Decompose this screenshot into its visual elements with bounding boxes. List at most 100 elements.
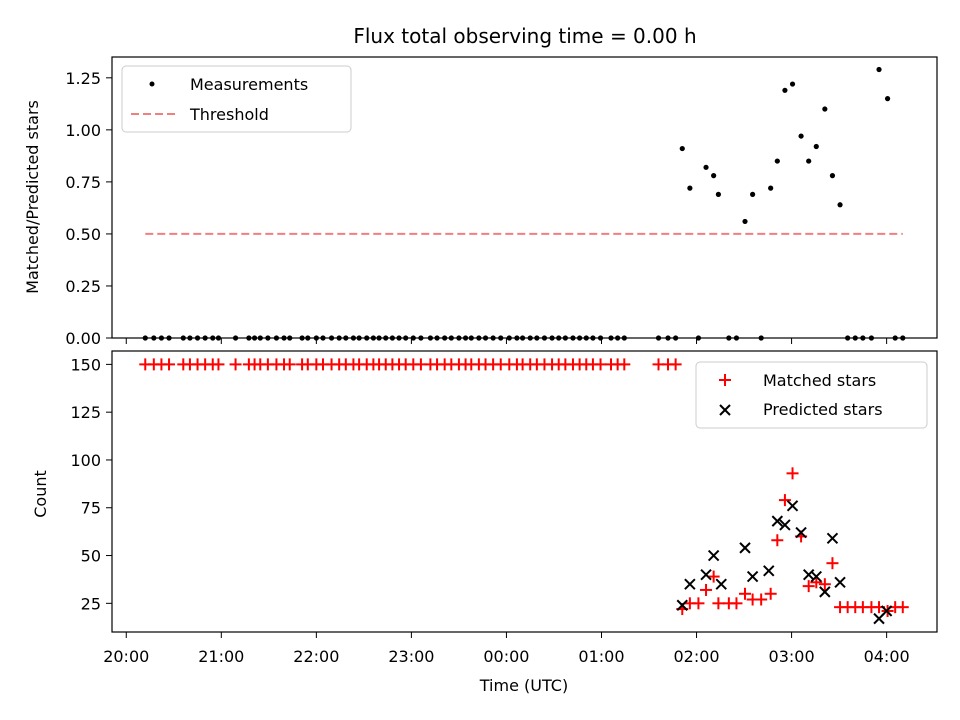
- predicted-star-point: [707, 549, 720, 562]
- predicted-star-point: [779, 519, 791, 531]
- measurement-point: [687, 185, 693, 191]
- bottom-panel: 25 50 75 100 125 150 20:00 21:00 22:00 23:00 00:0…: [31, 350, 938, 695]
- legend-predicted-label: Predicted stars: [763, 400, 883, 419]
- measurement-point: [715, 191, 721, 197]
- x-tick-label: 02:00: [673, 647, 719, 666]
- measurement-point: [884, 96, 891, 102]
- matched-star-point: [700, 583, 713, 596]
- bottom-legend-box: [695, 361, 928, 429]
- bottom-y-tick-label: 75: [81, 499, 101, 518]
- measurement-point: [806, 158, 812, 164]
- chart-title: Flux total observing time = 0.00 h: [353, 24, 696, 48]
- top-y-tick-label: 0.00: [65, 329, 101, 348]
- matched-star-point: [771, 534, 784, 547]
- matched-star-point: [755, 593, 768, 606]
- x-tick-label: 00:00: [483, 647, 529, 666]
- top-legend-box: [121, 65, 352, 133]
- x-tick-label: 22:00: [293, 647, 339, 666]
- top-y-tick-label: 0.25: [65, 277, 101, 296]
- bottom-y-tick-label: 50: [81, 547, 101, 566]
- x-tick-label: 21:00: [198, 647, 244, 666]
- measurement-point: [750, 191, 756, 197]
- measurement-point: [768, 185, 774, 191]
- top-y-tick-label: 0.50: [65, 225, 101, 244]
- predicted-star-point: [684, 578, 696, 590]
- measurement-point: [822, 106, 828, 112]
- measurement-point: [742, 218, 748, 225]
- measurement-point: [679, 145, 685, 152]
- x-tick-label: 23:00: [388, 647, 434, 666]
- predicted-star-point: [700, 568, 712, 581]
- matched-star-point: [707, 570, 720, 583]
- legend-measurements-label: Measurements: [190, 75, 308, 94]
- measurement-point: [774, 158, 780, 164]
- legend-predicted-marker: [719, 404, 731, 416]
- measurement-point: [711, 173, 717, 179]
- legend-matched-label: Matched stars: [763, 371, 876, 390]
- matched-star-point: [212, 358, 225, 371]
- bottom-x-ticks: 20:00 21:00 22:00 23:00 00:00 01:00 02:00 03:00…: [103, 632, 910, 666]
- predicted-star-point: [739, 542, 751, 554]
- predicted-star-point: [880, 605, 893, 617]
- x-tick-label: 20:00: [103, 647, 149, 666]
- measurement-point: [798, 133, 804, 139]
- bottom-marks: [139, 358, 909, 625]
- predicted-star-point: [771, 515, 784, 527]
- top-marks: [142, 66, 906, 341]
- matched-star-point: [618, 358, 631, 371]
- matched-star-point: [786, 467, 799, 480]
- matched-star-point: [818, 578, 831, 591]
- predicted-star-point: [715, 578, 727, 590]
- matched-star-point: [712, 597, 725, 610]
- matched-star-point: [764, 587, 777, 600]
- predicted-star-point: [826, 532, 839, 545]
- top-x-ticks: [125, 338, 888, 344]
- bottom-y-tick-label: 150: [70, 355, 101, 374]
- bottom-y-tick-label: 25: [81, 594, 101, 613]
- top-y-tick-label: 0.75: [65, 173, 101, 192]
- matched-star-point: [826, 557, 839, 570]
- predicted-star-point: [676, 599, 688, 611]
- bottom-y-axis-label: Count: [31, 470, 50, 518]
- matched-star-point: [739, 587, 752, 600]
- measurement-point: [782, 87, 788, 93]
- top-y-tick-label: 1.25: [65, 69, 101, 88]
- top-panel: 0.00 0.25 0.50 0.75 1.00 1.25 Matched/Predict…: [23, 56, 938, 348]
- predicted-star-point: [834, 576, 846, 589]
- measurement-point: [837, 202, 843, 208]
- x-tick-label: 03:00: [769, 647, 815, 666]
- matched-star-point: [163, 358, 176, 371]
- bottom-y-tick-label: 100: [70, 451, 101, 470]
- bottom-legend: Matched stars Predicted stars: [695, 361, 928, 429]
- predicted-star-point: [819, 586, 831, 598]
- top-y-axis-label: Matched/Predicted stars: [23, 100, 42, 294]
- x-tick-label: 01:00: [578, 647, 624, 666]
- measurement-point: [703, 164, 709, 170]
- predicted-star-point: [795, 526, 807, 539]
- predicted-star-point: [810, 570, 822, 583]
- legend-threshold-label: Threshold: [189, 105, 269, 124]
- matched-star-point: [730, 597, 743, 610]
- measurement-point: [813, 143, 819, 150]
- matched-star-point: [692, 597, 705, 610]
- predicted-star-point: [786, 500, 799, 512]
- matched-star-point: [229, 358, 242, 371]
- legend-measurements-marker: [149, 81, 155, 87]
- bottom-axes-frame: [111, 350, 938, 633]
- x-tick-label: 04:00: [864, 647, 910, 666]
- matched-star-point: [810, 576, 823, 589]
- predicted-star-point: [763, 565, 775, 577]
- predicted-star-point: [746, 570, 759, 583]
- matched-star-point: [669, 358, 682, 371]
- matched-star-point: [802, 580, 815, 593]
- top-legend: Measurements Threshold: [121, 65, 352, 133]
- bottom-y-tick-label: 125: [70, 403, 101, 422]
- matched-star-point: [896, 601, 909, 614]
- measurement-point: [876, 66, 882, 73]
- measurement-point: [789, 81, 796, 87]
- bottom-y-ticks: 25 50 75 100 125 150: [70, 355, 112, 613]
- measurement-point: [829, 173, 836, 179]
- legend-matched-marker: [719, 374, 731, 386]
- top-y-ticks: 0.00 0.25 0.50 0.75 1.00 1.25: [65, 69, 112, 348]
